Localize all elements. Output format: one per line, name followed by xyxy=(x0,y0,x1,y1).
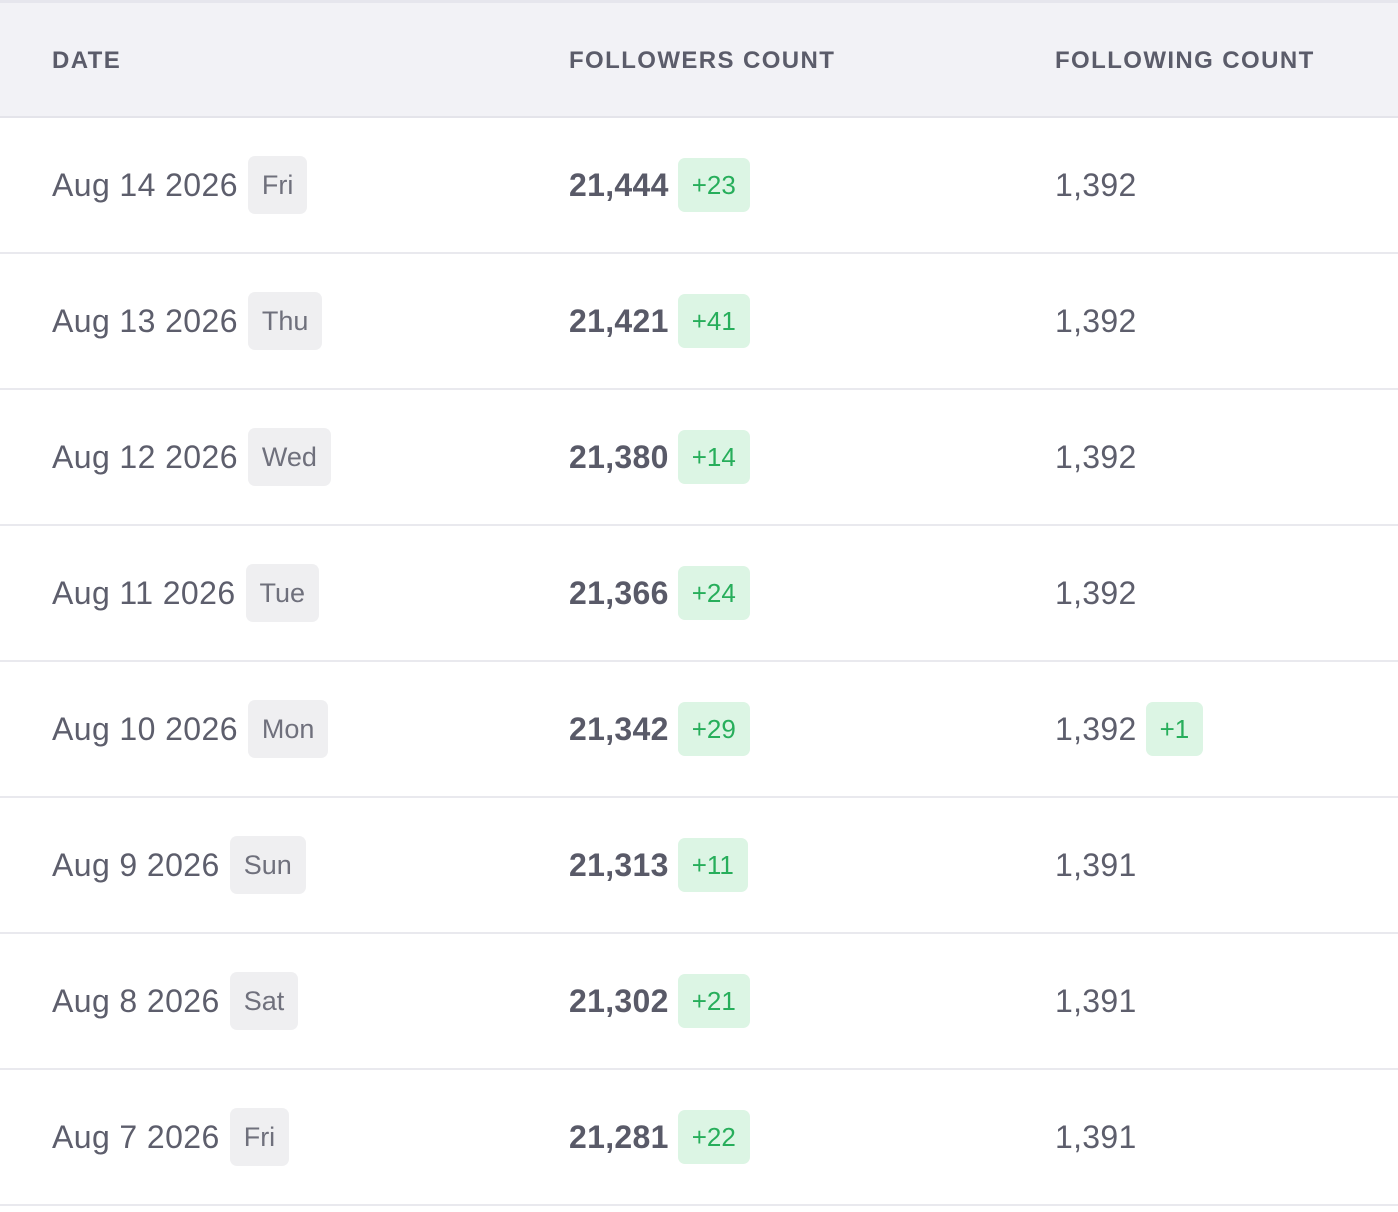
following-count: 1,392 xyxy=(1055,302,1137,339)
date-cell: Aug 13 2026 Thu xyxy=(52,254,323,388)
following-count: 1,392 xyxy=(1055,710,1137,747)
followers-delta-badge: +11 xyxy=(677,838,748,892)
followers-count: 21,281 xyxy=(569,1118,669,1155)
column-header-date[interactable]: DATE xyxy=(52,47,122,74)
date-text: Aug 10 2026 xyxy=(52,710,238,747)
followers-count: 21,313 xyxy=(569,846,669,883)
date-cell: Aug 8 2026 Sat xyxy=(52,934,299,1068)
followers-cell: 21,380 +14 xyxy=(569,390,750,524)
followers-delta-badge: +21 xyxy=(677,974,750,1028)
followers-delta-badge: +23 xyxy=(677,158,750,212)
weekday-badge: Fri xyxy=(229,1108,290,1166)
weekday-badge: Thu xyxy=(247,292,323,350)
following-count: 1,392 xyxy=(1055,166,1137,203)
following-count: 1,391 xyxy=(1055,846,1137,883)
following-cell: 1,391 xyxy=(1055,934,1137,1068)
table-row: Aug 8 2026 Sat 21,302 +21 1,391 xyxy=(0,934,1398,1070)
column-header-followers-count[interactable]: FOLLOWERS COUNT xyxy=(569,47,836,74)
followers-delta-badge: +29 xyxy=(677,702,750,756)
weekday-badge: Wed xyxy=(247,428,331,486)
date-text: Aug 13 2026 xyxy=(52,302,238,339)
column-header-following-count[interactable]: FOLLOWING COUNT xyxy=(1055,47,1315,74)
followers-count: 21,342 xyxy=(569,710,669,747)
following-count: 1,391 xyxy=(1055,982,1137,1019)
following-count: 1,392 xyxy=(1055,574,1137,611)
following-count: 1,391 xyxy=(1055,1118,1137,1155)
following-cell: 1,391 xyxy=(1055,798,1137,932)
followers-cell: 21,281 +22 xyxy=(569,1070,750,1204)
followers-cell: 21,302 +21 xyxy=(569,934,750,1068)
date-text: Aug 7 2026 xyxy=(52,1118,220,1155)
table-row: Aug 12 2026 Wed 21,380 +14 1,392 xyxy=(0,390,1398,526)
date-cell: Aug 12 2026 Wed xyxy=(52,390,331,524)
weekday-badge: Tue xyxy=(245,564,320,622)
followers-count: 21,444 xyxy=(569,166,669,203)
date-cell: Aug 10 2026 Mon xyxy=(52,662,329,796)
followers-cell: 21,366 +24 xyxy=(569,526,750,660)
date-cell: Aug 14 2026 Fri xyxy=(52,118,308,252)
table-row: Aug 7 2026 Fri 21,281 +22 1,391 xyxy=(0,1070,1398,1206)
followers-count: 21,366 xyxy=(569,574,669,611)
following-cell: 1,392 xyxy=(1055,254,1137,388)
date-text: Aug 14 2026 xyxy=(52,166,238,203)
following-cell: 1,392 xyxy=(1055,526,1137,660)
table-header: DATE FOLLOWERS COUNT FOLLOWING COUNT xyxy=(0,0,1398,118)
date-text: Aug 8 2026 xyxy=(52,982,220,1019)
followers-delta-badge: +41 xyxy=(677,294,750,348)
date-text: Aug 9 2026 xyxy=(52,846,220,883)
followers-cell: 21,313 +11 xyxy=(569,798,748,932)
table-row: Aug 11 2026 Tue 21,366 +24 1,392 xyxy=(0,526,1398,662)
following-cell: 1,392 +1 xyxy=(1055,662,1204,796)
date-cell: Aug 11 2026 Tue xyxy=(52,526,320,660)
followers-cell: 21,444 +23 xyxy=(569,118,750,252)
following-cell: 1,392 xyxy=(1055,118,1137,252)
table-row: Aug 9 2026 Sun 21,313 +11 1,391 xyxy=(0,798,1398,934)
date-text: Aug 12 2026 xyxy=(52,438,238,475)
weekday-badge: Mon xyxy=(247,700,329,758)
following-count: 1,392 xyxy=(1055,438,1137,475)
weekday-badge: Sat xyxy=(229,972,299,1030)
followers-count: 21,421 xyxy=(569,302,669,339)
followers-delta-badge: +22 xyxy=(677,1110,750,1164)
weekday-badge: Fri xyxy=(247,156,308,214)
followers-count: 21,302 xyxy=(569,982,669,1019)
date-cell: Aug 7 2026 Fri xyxy=(52,1070,290,1204)
following-cell: 1,392 xyxy=(1055,390,1137,524)
table-row: Aug 14 2026 Fri 21,444 +23 1,392 xyxy=(0,118,1398,254)
followers-delta-badge: +24 xyxy=(677,566,750,620)
table-row: Aug 13 2026 Thu 21,421 +41 1,392 xyxy=(0,254,1398,390)
followers-count: 21,380 xyxy=(569,438,669,475)
weekday-badge: Sun xyxy=(229,836,306,894)
date-cell: Aug 9 2026 Sun xyxy=(52,798,306,932)
following-delta-badge: +1 xyxy=(1145,702,1204,756)
followers-delta-badge: +14 xyxy=(677,430,750,484)
followers-cell: 21,342 +29 xyxy=(569,662,750,796)
following-cell: 1,391 xyxy=(1055,1070,1137,1204)
date-text: Aug 11 2026 xyxy=(52,574,236,611)
table-row: Aug 10 2026 Mon 21,342 +29 1,392 +1 xyxy=(0,662,1398,798)
followers-cell: 21,421 +41 xyxy=(569,254,750,388)
table-body: Aug 14 2026 Fri 21,444 +23 1,392 Aug 13 … xyxy=(0,118,1398,1206)
